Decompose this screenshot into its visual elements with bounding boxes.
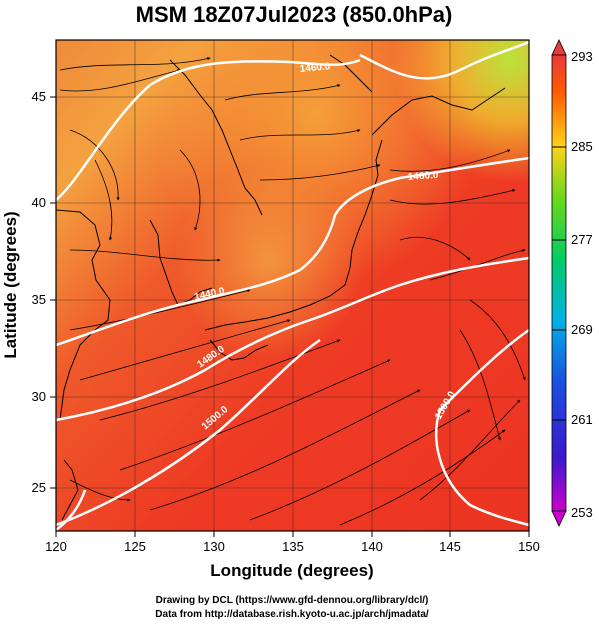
credit-line-1: Drawing by DCL (https://www.gfd-dennou.o… [156, 595, 429, 606]
contour-label-3: 1460.0 [407, 170, 439, 183]
colorbar-bottom-triangle [551, 510, 567, 527]
colorbar-label: 261 [571, 412, 593, 427]
cool-region-center [56, 40, 529, 531]
x-tick-label: 120 [45, 539, 67, 554]
y-tick-label: 45 [32, 89, 46, 104]
x-tick-label: 135 [282, 539, 304, 554]
map-title: MSM 18Z07Jul2023 (850.0hPa) [136, 2, 453, 27]
contour-1500-east [435, 328, 529, 527]
contour-1440 [56, 58, 361, 201]
x-axis: 120 125 130 135 140 145 150 Longitude (d… [45, 531, 540, 580]
x-tick-label: 125 [124, 539, 146, 554]
contour-1500 [56, 338, 321, 527]
colorbar-label: 277 [571, 232, 593, 247]
colorbar-label: 293 [571, 49, 593, 64]
y-tick-label: 40 [32, 195, 46, 210]
contour-1480 [56, 256, 529, 422]
contour-1460-north [359, 40, 529, 80]
x-tick-label: 145 [439, 539, 461, 554]
y-tick-label: 35 [32, 292, 46, 307]
contour-label-2: 1460.0 [299, 61, 331, 75]
x-tick-label: 140 [361, 539, 383, 554]
colorbar-scale [551, 54, 567, 512]
map-plot-area: 1440.0 1460.0 1460.0 1480.0 1500.0 1500.… [56, 40, 529, 531]
contour-1460 [56, 156, 529, 347]
y-tick-label: 25 [32, 480, 46, 495]
y-axis-label: Latitude (degrees) [1, 211, 20, 358]
colorbar-label: 253 [571, 505, 593, 520]
colorbar: 293 285 277 269 261 253 [551, 39, 593, 527]
wind-streamlines [59, 57, 526, 526]
contour-south-west [56, 489, 87, 531]
colorbar-label: 285 [571, 139, 593, 154]
colorbar-label: 269 [571, 322, 593, 337]
y-tick-label: 30 [32, 389, 46, 404]
height-contours [56, 40, 529, 531]
x-tick-label: 150 [518, 539, 540, 554]
colorbar-top-triangle [551, 39, 567, 56]
x-axis-label: Longitude (degrees) [210, 561, 373, 580]
x-tick-label: 130 [203, 539, 225, 554]
y-axis: 45 40 35 30 25 Latitude (degrees) [1, 89, 56, 495]
credit-line-2: Data from http://database.rish.kyoto-u.a… [155, 609, 429, 620]
